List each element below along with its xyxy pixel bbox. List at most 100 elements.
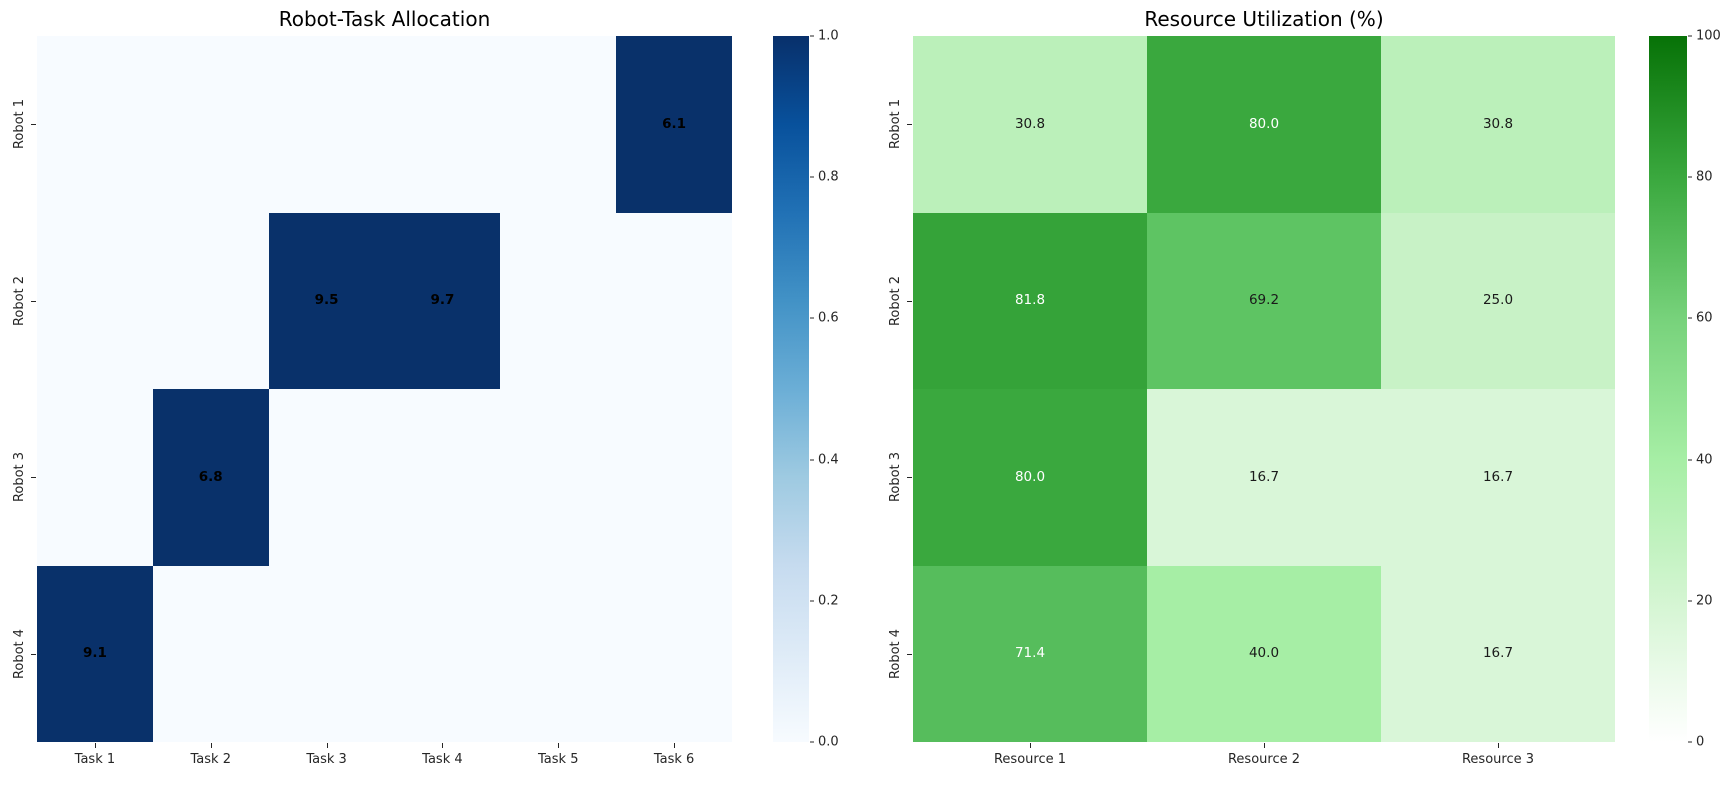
colorbar-tick-label: 60 (1696, 310, 1713, 326)
x-tick-mark (558, 743, 560, 748)
robot-task-allocation-heatmap: 6.1 9.5 9.7 6.8 9.1 Task 1 Task 2 Task 3 Task 4… (12, 36, 732, 767)
left-chart-title: Robot-Task Allocation (278, 7, 491, 31)
x-tick-mark (1030, 743, 1031, 748)
colorbar-gradient (773, 36, 809, 742)
x-tick-mark (674, 743, 676, 748)
blues-colorbar: 0.0 0.2 0.4 0.6 0.8 1.0 (773, 29, 839, 750)
colorbar-tick-label: 0.4 (818, 452, 839, 468)
y-tick-mark (31, 653, 36, 655)
colorbar-tick-label: 0.8 (818, 169, 839, 185)
heatmap-cell: 80.0 (1147, 36, 1381, 213)
y-tick-label: Robot 4 (888, 628, 903, 679)
y-tick-mark (907, 300, 912, 302)
colorbar-tick-mark (1688, 459, 1692, 461)
colorbar-tick-label: 0.0 (818, 734, 839, 750)
heatmap-cell (268, 36, 385, 213)
heatmap-cell (37, 389, 153, 566)
right-chart-title: Resource Utilization (%) (1144, 7, 1384, 31)
y-tick-label: Robot 3 (888, 452, 903, 503)
y-tick-label: Robot 2 (12, 275, 27, 326)
heatmap-cell (152, 565, 269, 742)
heatmap-cell (37, 212, 153, 389)
heatmap-cell (268, 565, 385, 742)
x-tick-mark (210, 743, 212, 748)
heatmap-cell: 30.8 (1381, 36, 1615, 213)
heatmap-cell (500, 212, 617, 389)
colorbar-tick-mark (1688, 317, 1692, 319)
y-tick-mark (31, 124, 36, 126)
y-tick-label: Robot 4 (12, 628, 27, 679)
heatmap-cell (616, 389, 732, 566)
y-tick-label: Robot 3 (12, 452, 27, 503)
y-tick-mark (907, 477, 912, 479)
y-tick-label: Robot 1 (12, 99, 27, 150)
heatmap-cell (152, 36, 269, 213)
x-tick-mark (442, 743, 444, 748)
x-tick-label: Resource 3 (1461, 752, 1535, 767)
colorbar-tick-label: 20 (1696, 593, 1713, 609)
heatmap-cell: 9.7 (384, 212, 501, 389)
x-tick-label: Task 2 (190, 752, 231, 767)
heatmap-cell: 40.0 (1147, 565, 1381, 742)
heatmap-cell: 9.5 (268, 212, 385, 389)
colorbar-tick-label: 1.0 (818, 28, 839, 44)
colorbar-tick-mark (810, 35, 814, 37)
x-tick-label: Resource 1 (993, 752, 1067, 767)
x-tick-mark (1498, 743, 1499, 748)
x-tick-mark (326, 743, 328, 748)
heatmap-cell: 25.0 (1381, 212, 1615, 389)
x-tick-label: Task 1 (74, 752, 116, 767)
colorbar-tick-mark (810, 600, 814, 602)
heatmap-cell: 16.7 (1381, 565, 1615, 742)
heatmap-cell (500, 389, 617, 566)
heatmap-cell (268, 389, 385, 566)
colorbar-tick-mark (810, 317, 814, 319)
heatmap-cell: 81.8 (913, 212, 1147, 389)
colorbar-tick-label: 0.2 (818, 593, 839, 609)
heatmap-cell (384, 389, 501, 566)
heatmap-cell (616, 212, 732, 389)
colorbar-tick-mark (1688, 35, 1692, 37)
resource-utilization-heatmap: 30.8 80.0 30.8 81.8 69.2 25.0 80.0 16.7 16.7 71.4… (888, 36, 1615, 767)
heatmap-cell (616, 565, 732, 742)
colorbar-tick-mark (810, 176, 814, 178)
colorbar-tick-label: 0 (1696, 734, 1705, 750)
heatmap-cell (500, 36, 617, 213)
heatmap-cell: 71.4 (913, 565, 1147, 742)
heatmap-cell (384, 36, 501, 213)
y-axis-ticks: Robot 1 Robot 2 Robot 3 Robot 4 (888, 36, 1615, 742)
y-tick-mark (31, 477, 36, 479)
y-tick-mark (907, 124, 912, 126)
heatmap-cell (37, 36, 153, 213)
x-tick-mark (94, 743, 96, 748)
colorbar-tick-mark (1688, 176, 1692, 178)
heatmap-cell: 80.0 (913, 389, 1147, 566)
x-tick-mark (1264, 743, 1265, 748)
x-tick-label: Task 4 (422, 752, 463, 767)
y-tick-label: Robot 2 (888, 275, 903, 326)
heatmap-cells: 30.8 80.0 30.8 81.8 69.2 25.0 80.0 16.7 16.7 71.4… (913, 36, 1615, 742)
heatmap-cell (152, 212, 269, 389)
heatmap-cell: 16.7 (1147, 389, 1381, 566)
x-tick-label: Resource 2 (1227, 752, 1301, 767)
heatmap-cell: 9.1 (37, 565, 153, 742)
colorbar-tick-label: 40 (1696, 452, 1713, 468)
colorbar-gradient (1649, 36, 1687, 742)
y-axis-ticks: Robot 1 Robot 2 Robot 3 Robot 4 (12, 36, 732, 742)
heatmap-cell: 30.8 (913, 36, 1147, 213)
heatmap-cell: 16.7 (1381, 389, 1615, 566)
y-tick-label: Robot 1 (888, 99, 903, 150)
heatmap-cell: 6.8 (152, 389, 269, 566)
x-tick-label: Task 5 (538, 752, 579, 767)
heatmap-cell (384, 565, 501, 742)
colorbar-tick-label: 100 (1696, 28, 1721, 44)
colorbar-tick-label: 0.6 (818, 310, 839, 326)
colorbar-tick-label: 80 (1696, 169, 1713, 185)
heatmap-cell: 6.1 (616, 36, 732, 213)
y-tick-mark (31, 300, 36, 302)
heatmap-cell: 69.2 (1147, 212, 1381, 389)
x-axis-ticks: Resource 1 Resource 2 Resource 3 (913, 36, 1615, 767)
colorbar-tick-mark (810, 741, 814, 743)
x-tick-label: Task 3 (306, 752, 347, 767)
